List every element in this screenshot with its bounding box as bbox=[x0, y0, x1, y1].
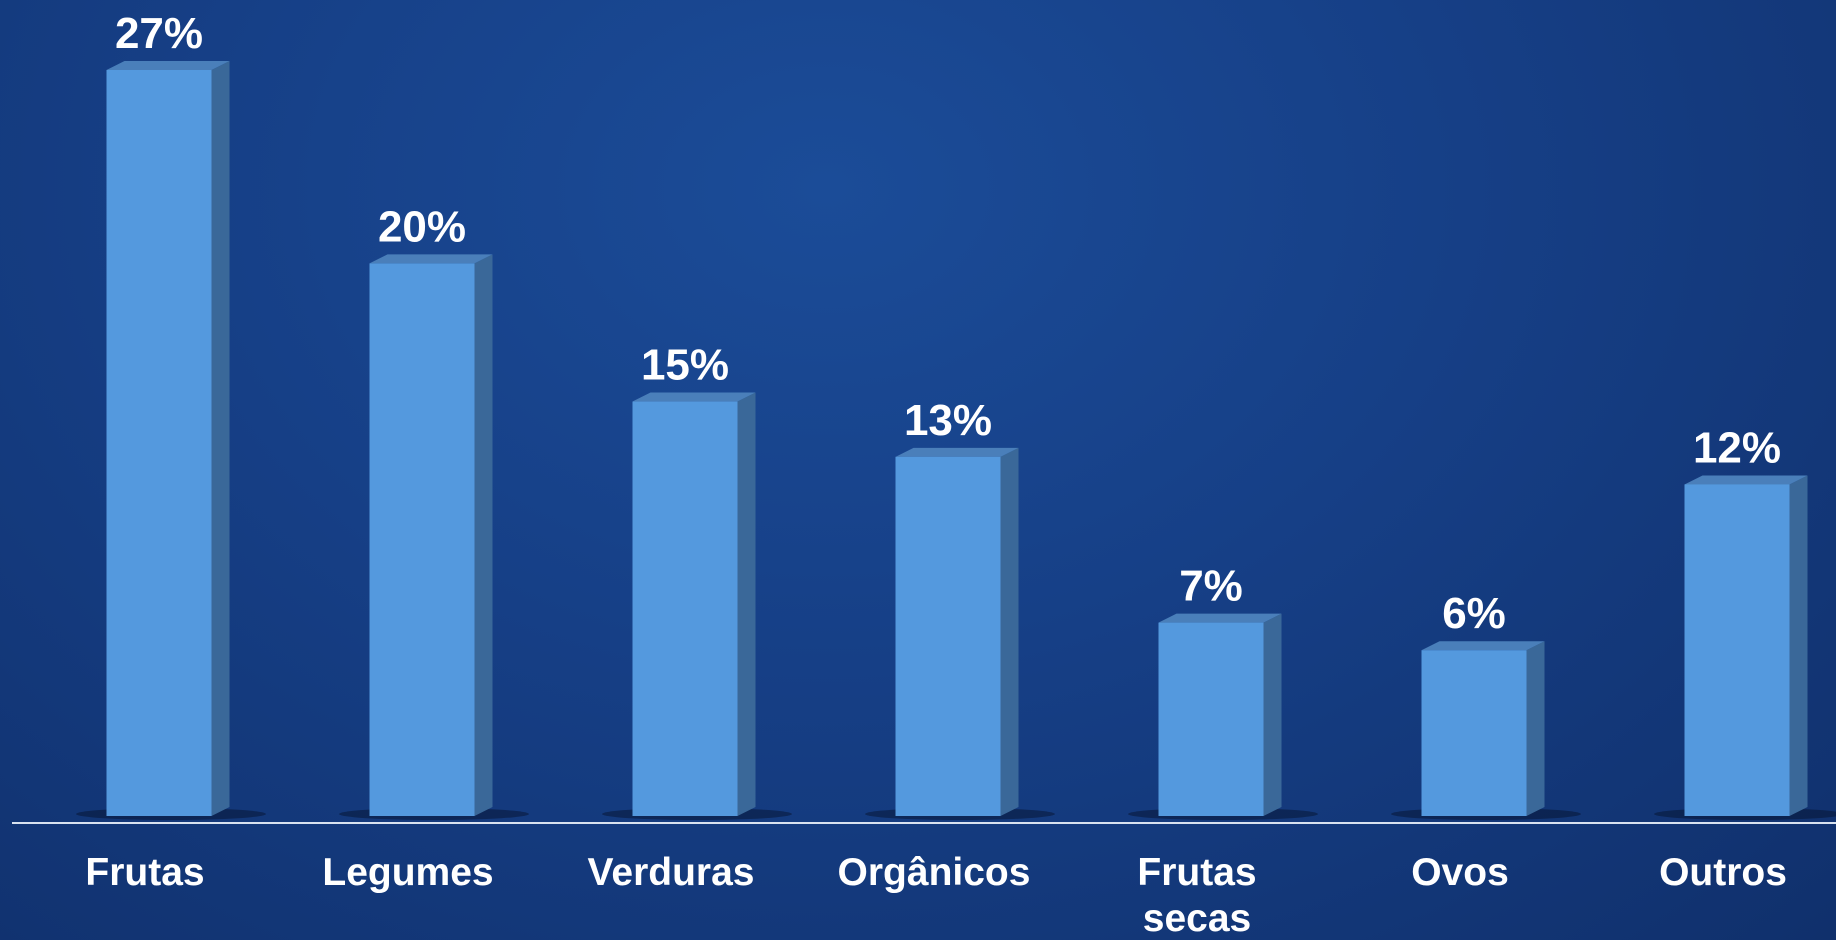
bar-top bbox=[1421, 641, 1545, 651]
value-label: 15% bbox=[641, 341, 729, 390]
bar-top bbox=[1684, 475, 1808, 485]
bar bbox=[1158, 622, 1264, 816]
value-label: 12% bbox=[1693, 423, 1781, 472]
bar-side bbox=[1789, 475, 1808, 816]
bar bbox=[106, 70, 212, 816]
value-label: 6% bbox=[1442, 589, 1506, 638]
bar bbox=[369, 263, 475, 816]
bar-top bbox=[1158, 613, 1282, 623]
bar bbox=[632, 401, 738, 816]
x-tick-label: Ovos bbox=[1411, 851, 1509, 894]
bar-top bbox=[369, 254, 493, 264]
bar-top bbox=[895, 447, 1019, 457]
x-tick-label: Verduras bbox=[587, 851, 755, 894]
x-tick-label: Frutas secas bbox=[1137, 851, 1257, 940]
value-label: 27% bbox=[115, 9, 203, 58]
bar-top bbox=[106, 61, 230, 70]
value-label: 13% bbox=[904, 396, 992, 445]
x-tick-label: Orgânicos bbox=[837, 851, 1031, 894]
bar-side bbox=[1263, 613, 1282, 816]
bar-side bbox=[1000, 447, 1019, 816]
bar-side bbox=[211, 61, 230, 816]
bar-side bbox=[474, 254, 493, 816]
x-tick-label: Frutas bbox=[85, 851, 205, 894]
bar bbox=[1684, 484, 1790, 816]
value-label: 20% bbox=[378, 202, 466, 251]
x-tick-label: Legumes bbox=[322, 851, 494, 894]
bar-side bbox=[737, 392, 756, 816]
bar bbox=[1421, 650, 1527, 816]
value-label: 7% bbox=[1179, 562, 1243, 611]
bar-top bbox=[632, 392, 756, 402]
bar-side bbox=[1526, 641, 1545, 816]
bar bbox=[895, 456, 1001, 816]
x-tick-label: Outros bbox=[1659, 851, 1787, 894]
